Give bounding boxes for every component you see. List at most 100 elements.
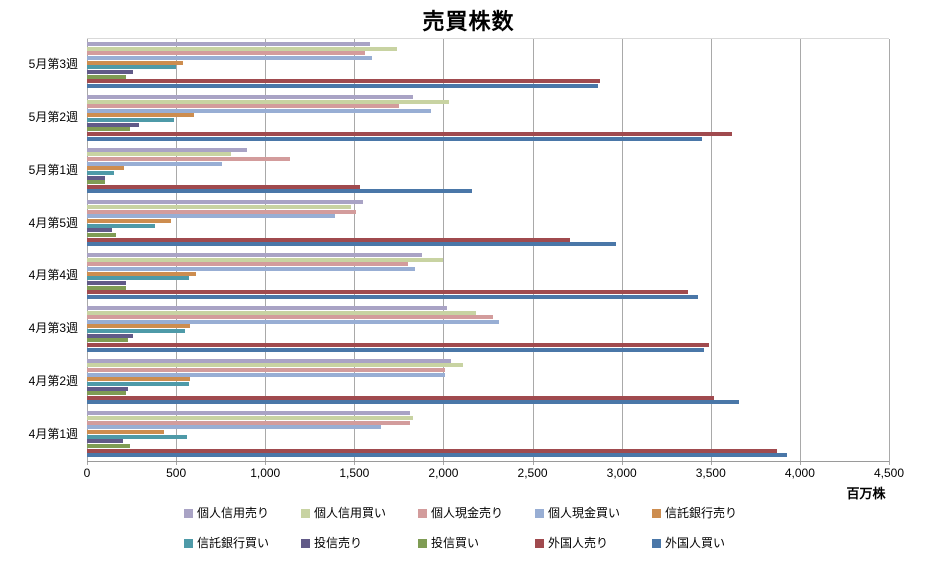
gridline — [621, 39, 623, 465]
bar — [87, 113, 194, 118]
bar — [87, 262, 408, 267]
bar — [87, 175, 105, 180]
legend-item: 個人現金売り — [418, 506, 535, 536]
legend-swatch — [535, 509, 544, 518]
bar — [87, 281, 127, 285]
bar — [87, 416, 414, 421]
gridline — [443, 39, 445, 465]
legend-item: 投信買い — [418, 536, 535, 562]
bar — [87, 324, 191, 329]
bar — [87, 381, 189, 386]
legend: 個人信用売り 個人信用買い 個人現金売り 個人現金買い 信託銀行売り 信託銀行買い 投信売… — [184, 506, 784, 562]
bar — [87, 94, 414, 99]
bar — [87, 108, 431, 113]
bar — [87, 443, 130, 448]
legend-label: 個人現金買い — [548, 506, 621, 520]
bar — [87, 333, 134, 338]
bar — [87, 425, 382, 430]
bar — [87, 276, 189, 281]
x-tick-label: 1,000 — [250, 466, 281, 480]
bar — [87, 180, 105, 185]
y-axis-label: 4月第1週 — [28, 426, 78, 441]
gridline — [799, 39, 801, 465]
bar — [87, 434, 187, 439]
legend-label: 個人信用買い — [314, 506, 387, 520]
legend-item: 個人信用買い — [301, 506, 418, 536]
bar — [87, 319, 499, 324]
bar — [87, 232, 116, 237]
bar — [87, 372, 446, 377]
legend-label: 個人現金売り — [431, 506, 504, 520]
bar — [87, 448, 777, 453]
gridline — [710, 39, 712, 465]
bar — [87, 271, 196, 276]
y-axis-label: 4月第5週 — [28, 215, 78, 230]
y-axis-label: 4月第4週 — [28, 268, 78, 283]
legend-item: 信託銀行買い — [184, 536, 301, 562]
y-axis-label: 4月第2週 — [28, 373, 78, 388]
legend-swatch — [535, 539, 544, 548]
y-axis-label: 4月第3週 — [28, 321, 78, 336]
bar — [87, 338, 128, 343]
bar — [87, 156, 291, 161]
legend-swatch — [184, 539, 193, 548]
legend-label: 投信買い — [431, 536, 480, 550]
y-axis-label: 5月第1週 — [28, 162, 78, 177]
x-tick-label: 2,500 — [517, 466, 548, 480]
legend-swatch — [301, 509, 310, 518]
bar — [87, 386, 128, 391]
bar — [87, 99, 449, 104]
bar — [87, 214, 335, 219]
bar-group — [87, 197, 889, 250]
bar — [87, 257, 444, 262]
legend-item: 外国人買い — [652, 536, 769, 562]
bar — [87, 56, 373, 61]
bar — [87, 242, 617, 247]
bar — [87, 122, 139, 127]
bar — [87, 147, 248, 152]
bar — [87, 51, 366, 56]
bar — [87, 161, 223, 166]
bar — [87, 310, 476, 315]
bar — [87, 367, 446, 372]
bar — [87, 237, 570, 242]
legend-item: 個人信用売り — [184, 506, 301, 536]
legend-label: 外国人売り — [548, 536, 609, 550]
legend-swatch — [652, 539, 661, 548]
legend-swatch — [418, 539, 427, 548]
bar-group — [87, 408, 889, 461]
x-tick-label: 500 — [166, 466, 187, 480]
x-tick-label: 2,000 — [428, 466, 459, 480]
bar — [87, 391, 127, 396]
gridline — [354, 39, 356, 465]
bar — [87, 65, 177, 70]
bar — [87, 218, 171, 223]
bar — [87, 453, 788, 458]
x-tick-label: 0 — [83, 466, 91, 480]
x-tick-label: 3,000 — [606, 466, 637, 480]
bar — [87, 267, 415, 272]
bar — [87, 83, 599, 88]
legend-row-1: 個人信用売り 個人信用買い 個人現金売り 個人現金買い 信託銀行売り — [184, 506, 784, 536]
gridline — [532, 39, 534, 465]
bar — [87, 42, 371, 47]
bar — [87, 290, 688, 295]
bar — [87, 429, 164, 434]
bar — [87, 223, 155, 228]
bar — [87, 209, 357, 214]
bar — [87, 228, 112, 233]
plot-area — [87, 38, 890, 465]
bar — [87, 127, 130, 132]
bar — [87, 377, 191, 382]
bar — [87, 79, 601, 84]
bar — [87, 395, 715, 400]
bar — [87, 294, 699, 299]
bar — [87, 132, 733, 137]
legend-label: 外国人買い — [665, 536, 726, 550]
bar — [87, 118, 175, 123]
y-axis-label: 5月第3週 — [28, 57, 78, 72]
bar-group — [87, 250, 889, 303]
bar — [87, 166, 125, 171]
bar — [87, 184, 360, 189]
